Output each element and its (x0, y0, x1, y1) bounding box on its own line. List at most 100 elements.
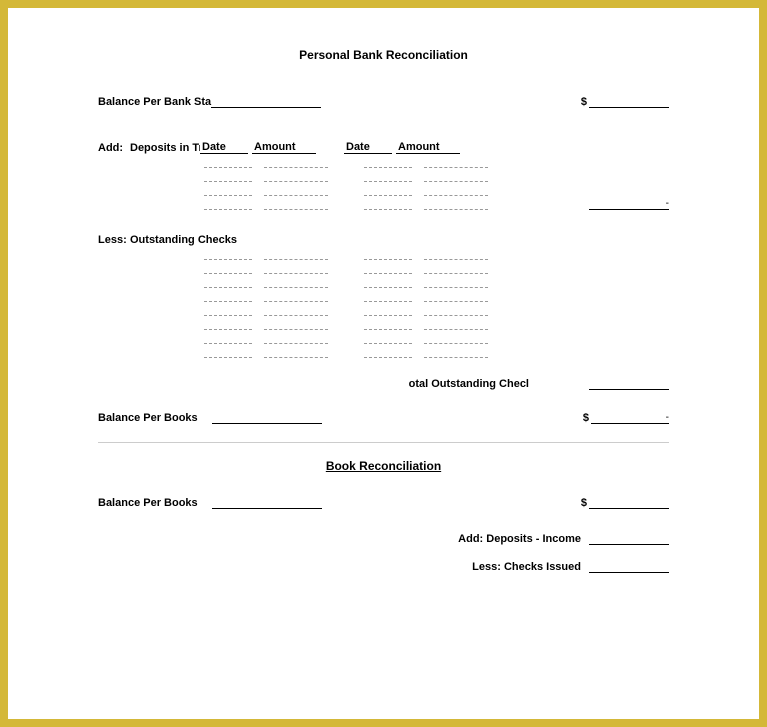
balance-per-books-label: Balance Per Books (98, 412, 198, 424)
entry-row (98, 344, 669, 358)
dollar-sign-2: $ (583, 412, 589, 424)
amount-cell (424, 288, 488, 302)
date-cell (204, 316, 252, 330)
outstanding-header-row: Less: Outstanding Checks (98, 228, 669, 246)
date-cell (204, 168, 252, 182)
book-reconciliation-title: Book Reconciliation (98, 459, 669, 473)
books-amount-line: - (591, 410, 669, 424)
amount-cell (264, 168, 328, 182)
less-label: Less: (98, 234, 130, 246)
date-cell (364, 302, 412, 316)
balance-per-books-row: Balance Per Books $ - (98, 406, 669, 424)
entry-row: - (98, 196, 669, 210)
outstanding-checks-label: Outstanding Checks (130, 234, 237, 246)
date-cell (364, 168, 412, 182)
entry-row (98, 260, 669, 274)
amount-cell (264, 154, 328, 168)
entry-row (98, 316, 669, 330)
amount-cell (424, 316, 488, 330)
amount-cell (424, 274, 488, 288)
date-cell (364, 330, 412, 344)
amount-cell (424, 344, 488, 358)
amount-cell (264, 344, 328, 358)
entry-row (98, 302, 669, 316)
dollar-sign: $ (581, 96, 587, 108)
entry-row (98, 330, 669, 344)
worksheet: Personal Bank Reconciliation Balance Per… (98, 48, 669, 699)
deposits-in-transit-label: Deposits in Tra (130, 142, 200, 154)
entry-row (98, 246, 669, 260)
date-cell (364, 154, 412, 168)
add-label: Add: (98, 142, 130, 154)
entry-row (98, 288, 669, 302)
deposits-header-row: Add: Deposits in Tra Date Amount Date Am… (98, 136, 669, 154)
total-outstanding-row: otal Outstanding Checl (98, 372, 669, 390)
date-cell (204, 344, 252, 358)
amount-cell (264, 260, 328, 274)
amount-cell (264, 182, 328, 196)
amount-cell (424, 246, 488, 260)
balance-per-bank-row: Balance Per Bank Sta $ (98, 90, 669, 108)
add-deposits-income-label: Add: Deposits - Income (458, 533, 581, 545)
amount-cell (264, 316, 328, 330)
date-cell (204, 260, 252, 274)
amount-cell (264, 196, 328, 210)
date-cell (204, 182, 252, 196)
total-outstanding-label: otal Outstanding Checl (409, 378, 529, 390)
amount-cell (264, 274, 328, 288)
checks-issued-line (589, 559, 669, 573)
amount-cell (424, 182, 488, 196)
date-cell (204, 196, 252, 210)
deposits-income-line (589, 531, 669, 545)
date-cell (364, 196, 412, 210)
amount-cell (264, 246, 328, 260)
subtotal-line: - (589, 196, 669, 210)
divider (98, 442, 669, 443)
amount-cell (424, 168, 488, 182)
date-cell (204, 274, 252, 288)
amount-cell (264, 288, 328, 302)
amount-cell (424, 196, 488, 210)
entry-row (98, 182, 669, 196)
date-cell (364, 246, 412, 260)
date-cell (364, 344, 412, 358)
date-cell (204, 288, 252, 302)
amount-cell (424, 260, 488, 274)
col-date-1: Date (200, 141, 248, 154)
date-cell (204, 302, 252, 316)
date-cell (364, 274, 412, 288)
date-cell (364, 260, 412, 274)
document-frame: Personal Bank Reconciliation Balance Per… (0, 0, 767, 727)
date-cell (364, 288, 412, 302)
less-checks-issued-label: Less: Checks Issued (472, 561, 581, 573)
add-deposits-income-row: Add: Deposits - Income (98, 527, 669, 545)
page-title: Personal Bank Reconciliation (98, 48, 669, 62)
col-date-2: Date (344, 141, 392, 154)
entry-row (98, 154, 669, 168)
amount-cell (264, 302, 328, 316)
amount-cell (424, 154, 488, 168)
date-cell (204, 154, 252, 168)
amount-cell (424, 330, 488, 344)
deposits-grid: - (98, 154, 669, 210)
books-date-line-2 (212, 495, 322, 509)
date-cell (364, 182, 412, 196)
col-amount-1: Amount (252, 141, 316, 154)
dash-1: - (666, 412, 669, 423)
total-outstanding-line (589, 376, 669, 390)
bank-stmt-date-line (211, 94, 321, 108)
date-cell (204, 330, 252, 344)
entry-row (98, 168, 669, 182)
balance-per-books-label-2: Balance Per Books (98, 497, 198, 509)
date-cell (204, 246, 252, 260)
balance-per-books-row-2: Balance Per Books $ (98, 491, 669, 509)
date-cell (364, 316, 412, 330)
books-date-line (212, 410, 322, 424)
amount-cell (424, 302, 488, 316)
amount-cell (264, 330, 328, 344)
col-amount-2: Amount (396, 141, 460, 154)
entry-row (98, 274, 669, 288)
bank-stmt-amount-line (589, 94, 669, 108)
outstanding-grid (98, 246, 669, 358)
dollar-sign-3: $ (581, 497, 587, 509)
